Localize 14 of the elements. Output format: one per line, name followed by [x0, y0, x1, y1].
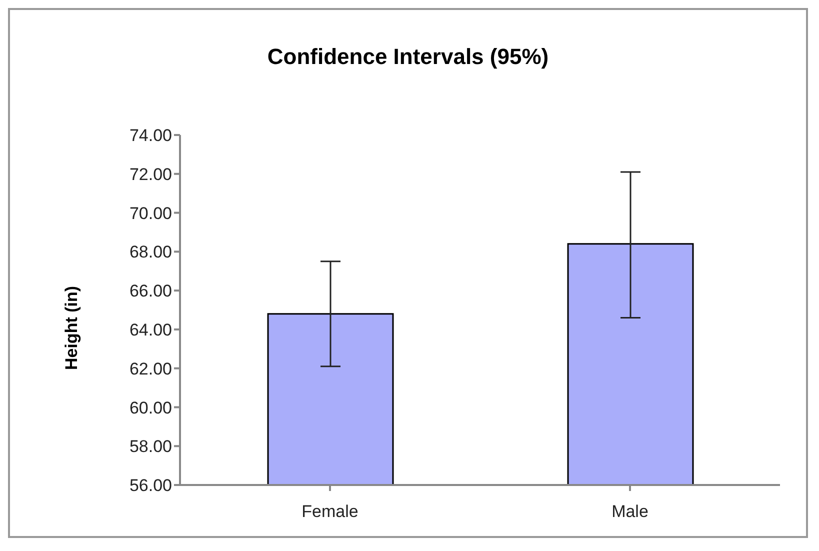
- y-tick-label: 68.00: [129, 242, 172, 262]
- y-tick-label: 70.00: [129, 204, 172, 223]
- y-axis-title: Height (in): [62, 286, 82, 370]
- y-tick-label: 74.00: [129, 126, 172, 146]
- y-tick-label: 58.00: [129, 437, 172, 456]
- chart-title: Confidence Intervals (95%): [266, 44, 550, 70]
- x-tick-label: Male: [612, 502, 648, 522]
- y-tick-label: 64.00: [129, 320, 172, 340]
- y-tick-label: 60.00: [129, 398, 172, 418]
- y-tick-label: 62.00: [129, 359, 172, 378]
- y-tick-label: 72.00: [129, 164, 172, 184]
- y-tick-label: 66.00: [129, 282, 172, 301]
- y-tick-label: 56.00: [129, 476, 172, 496]
- x-tick-label: Female: [302, 502, 358, 522]
